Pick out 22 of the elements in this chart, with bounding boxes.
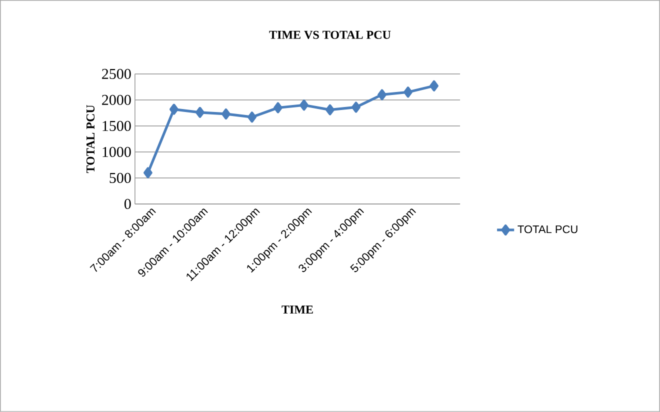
point <box>248 112 256 123</box>
point <box>378 89 386 100</box>
point <box>274 102 282 114</box>
y-tick-label: 2500 <box>102 68 131 80</box>
point <box>144 167 152 178</box>
y-tick-label: 1000 <box>102 146 131 158</box>
x-axis-title: TIME <box>282 306 313 314</box>
point <box>430 80 438 92</box>
point <box>300 100 308 111</box>
legend-label: TOTAL PCU <box>518 225 578 234</box>
point <box>196 106 204 118</box>
y-tick-label: 1500 <box>102 120 131 132</box>
point <box>222 108 230 120</box>
point <box>326 104 334 116</box>
point <box>170 104 178 115</box>
chart-title: TIME VS TOTAL PCU <box>269 30 391 40</box>
y-tick-label: 2000 <box>102 94 131 106</box>
y-axis-title: TOTAL PCU <box>86 104 95 174</box>
point <box>352 102 360 113</box>
point <box>404 86 412 98</box>
y-tick-label: 0 <box>124 198 131 210</box>
y-tick-label: 500 <box>110 172 131 184</box>
